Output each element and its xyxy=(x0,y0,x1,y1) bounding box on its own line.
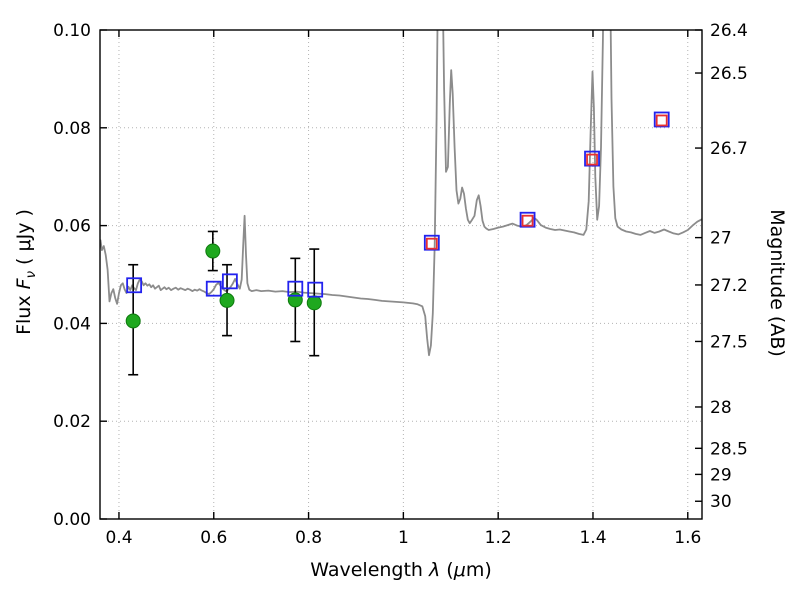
flux-unit: ( μJy ) xyxy=(13,209,36,271)
magnitude-tick-label: 28.5 xyxy=(710,439,748,459)
x-tick-labels: 0.4 0.6 0.8 1 1.2 1.4 1.6 xyxy=(105,528,701,548)
x-tick-label: 0.8 xyxy=(295,528,322,548)
magnitude-tick-label: 29 xyxy=(710,465,732,485)
flux-label-word: Flux xyxy=(13,289,36,335)
flux-tick-label: 0.08 xyxy=(53,119,91,139)
flux-tick-label: 0.04 xyxy=(53,314,91,334)
magnitude-tick-label: 28 xyxy=(710,398,732,418)
mu-symbol: μ xyxy=(453,559,466,581)
axis-ticks xyxy=(100,29,702,520)
y-axis-label-flux: Flux Fν ( μJy ) xyxy=(13,209,39,335)
magnitude-tick-labels: 26.4 26.5 26.7 27 27.2 27.5 28 28.5 29 30 xyxy=(710,21,748,512)
nu-subscript: ν xyxy=(23,270,39,279)
flux-tick-label: 0.02 xyxy=(53,412,91,432)
model-spectrum-line xyxy=(100,30,702,357)
x-tick-label: 1.2 xyxy=(485,528,512,548)
flux-tick-label: 0.00 xyxy=(53,510,91,530)
magnitude-tick-label: 26.5 xyxy=(710,64,748,84)
y-axis-label-magnitude: Magnitude (AB) xyxy=(766,209,788,357)
magnitude-tick-label: 27.2 xyxy=(710,276,748,296)
flux-tick-label: 0.10 xyxy=(53,21,91,41)
x-tick-label: 1 xyxy=(398,528,409,548)
x-axis-label: Wavelength λ (μm) xyxy=(310,559,491,581)
magnitude-tick-label: 30 xyxy=(710,492,732,512)
x-tick-label: 0.4 xyxy=(105,528,132,548)
axes-frame xyxy=(99,29,703,520)
x-tick-label: 1.4 xyxy=(579,528,606,548)
model-photometry-red-squares xyxy=(425,114,668,250)
model-photometry-blue-squares xyxy=(126,111,670,298)
flux-symbol: F xyxy=(13,278,36,290)
magnitude-tick-label: 27.5 xyxy=(710,333,748,353)
x-tick-label: 1.6 xyxy=(674,528,701,548)
x-axis-label-paren: ( xyxy=(440,559,454,581)
x-axis-label-word: Wavelength xyxy=(310,559,430,581)
flux-tick-label: 0.06 xyxy=(53,217,91,237)
grid-lines xyxy=(100,30,702,519)
magnitude-tick-label: 26.7 xyxy=(710,139,748,159)
x-tick-label: 0.6 xyxy=(200,528,227,548)
magnitude-tick-label: 27 xyxy=(710,229,732,249)
flux-tick-labels: 0.00 0.02 0.04 0.06 0.08 0.10 xyxy=(53,21,91,530)
observed-photometry-points xyxy=(125,243,322,329)
lambda-symbol: λ xyxy=(429,559,441,581)
magnitude-tick-label: 26.4 xyxy=(710,21,748,41)
x-axis-label-unit: m) xyxy=(465,559,492,581)
